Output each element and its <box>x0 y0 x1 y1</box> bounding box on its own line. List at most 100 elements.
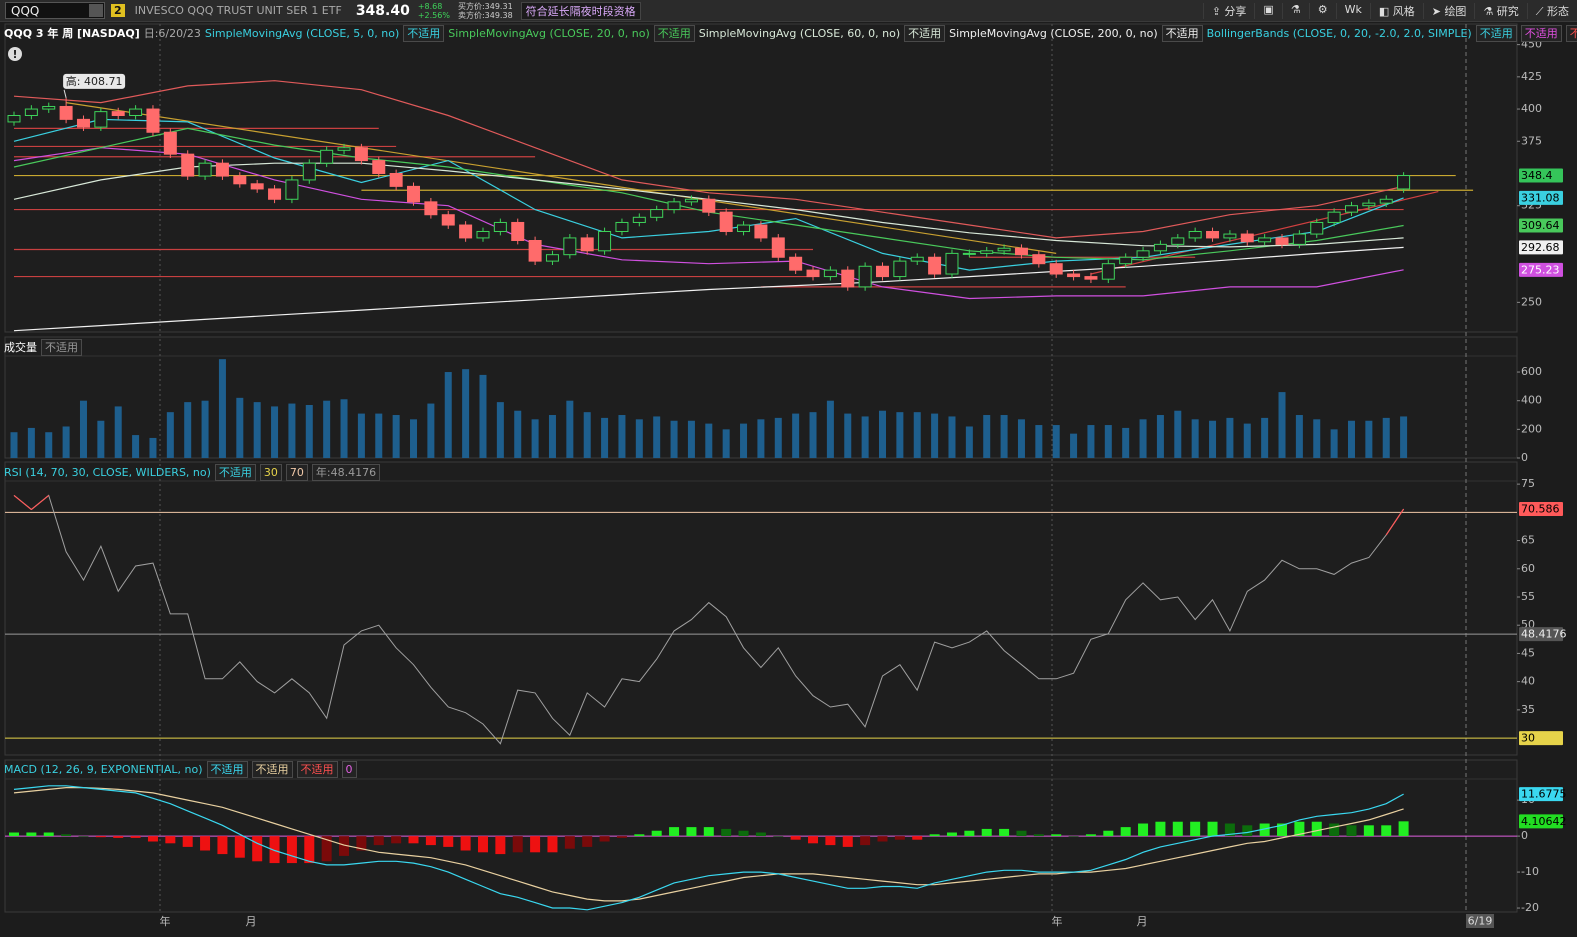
volume-bar <box>132 435 140 458</box>
patterns-button[interactable]: ⟋ 形态 <box>1526 2 1577 19</box>
histogram-bar <box>512 836 523 853</box>
volume-bar <box>1347 420 1355 458</box>
candle-body <box>1379 198 1393 204</box>
histogram-bar <box>200 836 211 851</box>
volume-bar <box>375 413 383 458</box>
histogram-bar <box>1346 825 1357 837</box>
chart-title[interactable]: MACD (12, 26, 9, EXPONENTIAL, no) <box>4 762 203 776</box>
volume-bar <box>271 406 279 458</box>
candle-body <box>580 237 594 252</box>
candle-body <box>563 237 577 256</box>
studies-button[interactable]: ⚗ 研究 <box>1474 2 1526 19</box>
volume-bar <box>97 420 105 458</box>
symbol-box[interactable]: QQQ <box>5 2 105 19</box>
histogram-bar <box>1068 836 1079 837</box>
candle-body <box>1310 221 1324 235</box>
trend-line <box>66 102 1057 254</box>
value-tag-label: 4.10642 <box>1521 815 1567 828</box>
candle-body <box>1067 273 1081 278</box>
y-tick-label: -10 <box>1521 865 1539 878</box>
volume-bar <box>896 412 904 458</box>
candle-body <box>632 216 646 223</box>
histogram-bar <box>1103 830 1114 837</box>
chart-title[interactable]: RSI (14, 70, 30, CLOSE, WILDERS, no) <box>4 465 211 479</box>
x-tick-label: 月 <box>246 915 257 928</box>
value-tag-label: 48.4176 <box>1521 628 1567 641</box>
x-tick-label: 月 <box>1137 915 1148 928</box>
candle-body <box>285 179 299 200</box>
y-tick-label: 375 <box>1521 134 1542 147</box>
chart-subtitle: 日:6/20/23 <box>143 27 201 40</box>
icon-button[interactable]: ⚙ <box>1308 2 1336 19</box>
value-tag-label: 348.4 <box>1521 169 1553 182</box>
histogram-bar <box>808 836 819 844</box>
legend-entry[interactable]: BollingerBands (CLOSE, 0, 20, -2.0, 2.0,… <box>1206 26 1472 40</box>
histogram-bar <box>356 836 367 851</box>
share-button[interactable]: ⇪ 分享 <box>1202 2 1255 19</box>
macd-legend: MACD (12, 26, 9, EXPONENTIAL, no) 不适用 不适… <box>4 760 361 778</box>
histogram-bar <box>460 836 471 851</box>
candle-body <box>980 250 994 254</box>
histogram-bar <box>564 836 575 849</box>
x-tick-label: 年 <box>1052 914 1063 928</box>
y-tick-label: 425 <box>1521 70 1542 83</box>
y-tick-label: 65 <box>1521 534 1535 547</box>
candle-body <box>24 108 38 116</box>
volume-bar <box>1104 425 1112 458</box>
candle-body <box>511 221 525 242</box>
histogram-bar <box>286 836 297 864</box>
candle-body <box>459 224 473 239</box>
legend-entry[interactable]: SimpleMovingAvg (CLOSE, 200, 0, no) <box>949 26 1158 40</box>
histogram-bar <box>1190 821 1201 837</box>
volume-bar <box>357 413 365 458</box>
histogram-bar <box>373 836 384 846</box>
period-button[interactable]: Wk <box>1335 2 1370 19</box>
legend-entry[interactable]: SimpleMovingAvg (CLOSE, 5, 0, no) <box>204 26 400 40</box>
link-badge[interactable]: 2 <box>111 4 125 17</box>
histogram-bar <box>773 836 784 837</box>
legend-entry[interactable]: SimpleMovingAvg (CLOSE, 60, 0, no) <box>698 26 901 40</box>
rsi-legend: RSI (14, 70, 30, CLOSE, WILDERS, no) 不适用… <box>4 463 384 481</box>
candle-body <box>7 114 21 123</box>
ask: 卖方价:349.38 <box>457 10 513 20</box>
value-tag-label: 30 <box>1521 732 1535 745</box>
volume-bar <box>305 404 313 458</box>
value-tag-label: 331.08 <box>1521 191 1560 204</box>
candle-body <box>337 147 351 151</box>
histogram-bar <box>582 836 593 847</box>
style-button[interactable]: ◧ 风格 <box>1369 2 1423 19</box>
volume-bar <box>879 410 886 458</box>
candle-body <box>893 260 907 278</box>
value-tag <box>1519 190 1563 205</box>
histogram-bar <box>147 836 158 842</box>
quote: 买方价:349.31 卖方价:349.38 <box>458 2 513 20</box>
histogram-bar <box>1138 823 1149 837</box>
candle-body <box>928 256 942 275</box>
candle-body <box>1223 233 1237 239</box>
draw-button[interactable]: ➤ 绘图 <box>1422 2 1475 19</box>
histogram-bar <box>130 836 141 838</box>
histogram-bar <box>1085 834 1096 837</box>
candle-body <box>389 172 403 187</box>
candle-body <box>1171 237 1185 245</box>
volume-bar <box>757 419 765 458</box>
dropdown[interactable] <box>89 4 103 17</box>
chart-title[interactable]: 成交量 <box>4 341 37 354</box>
value-tag <box>1519 240 1563 255</box>
histogram-bar <box>894 836 905 840</box>
icon-button[interactable]: ▣ <box>1254 2 1281 19</box>
volume-bar <box>1122 427 1130 458</box>
icon-button[interactable]: ⚗ <box>1281 2 1309 19</box>
change-percent: +2.56% <box>417 10 450 20</box>
volume-bar <box>1174 410 1182 458</box>
description: INVESCO QQQ TRUST UNIT SER 1 ETF <box>134 4 342 17</box>
candle-body <box>372 160 386 174</box>
volume-bar <box>184 402 192 458</box>
alert-icon[interactable] <box>8 47 22 61</box>
legend-entry[interactable]: SimpleMovingAvg (CLOSE, 20, 0, no) <box>448 26 650 40</box>
volume-bar <box>514 410 522 458</box>
volume-bar <box>288 403 296 458</box>
candle-body <box>962 252 976 255</box>
change-value: +8.68 <box>417 1 443 11</box>
candle-body <box>1327 211 1341 223</box>
